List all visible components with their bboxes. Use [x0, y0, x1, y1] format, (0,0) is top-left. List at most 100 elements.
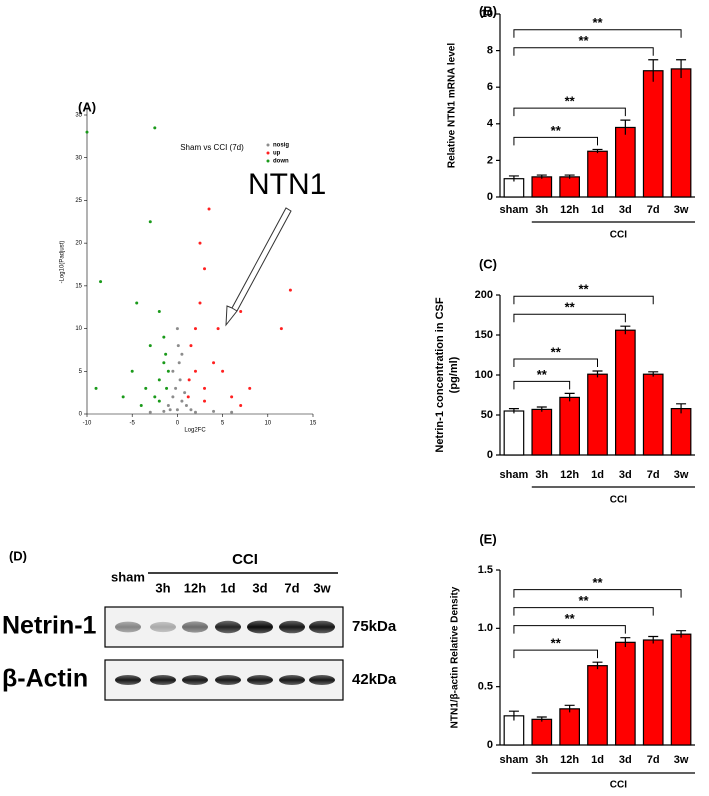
y-axis-label: (pg/ml) [448, 356, 460, 393]
point [216, 327, 220, 331]
point [175, 327, 179, 331]
x-axis-label: Log2FC [184, 428, 206, 434]
error-bar [592, 661, 603, 670]
point [230, 395, 234, 399]
y-tick-label: 10 [75, 326, 82, 332]
point [212, 409, 216, 413]
bar [531, 718, 553, 746]
point [165, 386, 169, 390]
y-tick-label: 150 [475, 329, 493, 341]
blot-band [309, 675, 335, 685]
y-axis-label: -Log10(Padjust) [60, 241, 66, 284]
legend-label: nosig [273, 143, 289, 149]
point [203, 399, 207, 403]
significance-bracket [513, 295, 654, 305]
significance-bracket [513, 589, 682, 598]
x-tick-label: 3d [619, 204, 632, 216]
x-tick-label: -10 [83, 421, 92, 427]
point [198, 301, 202, 305]
y-tick-label: 50 [481, 409, 493, 421]
point [288, 288, 292, 292]
point [171, 395, 175, 399]
point [221, 369, 225, 373]
lane-label: 3d [252, 580, 267, 595]
y-tick-label: 100 [475, 369, 493, 381]
group-label: CCI [610, 780, 627, 791]
error-bar [592, 370, 603, 378]
point [189, 408, 193, 412]
blot-band [247, 675, 273, 685]
y-tick-label: 25 [75, 198, 82, 204]
chart-title: Sham vs CCI (7d) [180, 143, 244, 152]
significance-bracket [513, 358, 598, 367]
y-tick-label: 2 [487, 154, 493, 166]
point [164, 352, 168, 356]
point [177, 361, 181, 365]
x-tick-label: 3w [674, 754, 689, 766]
bar [670, 633, 692, 746]
panel-label: (C) [479, 256, 497, 271]
point [153, 395, 157, 399]
error-bar [564, 174, 575, 179]
significance-label: ** [579, 282, 590, 297]
point [207, 207, 211, 211]
blot-band [182, 675, 208, 685]
blot-band [150, 621, 176, 633]
x-tick-label: 7d [647, 754, 660, 766]
x-tick-label: 10 [264, 421, 271, 427]
point [187, 378, 191, 382]
error-bar [676, 630, 687, 638]
blot-band [215, 620, 241, 634]
annotation: NTN1 [248, 168, 326, 201]
significance-label: ** [592, 575, 603, 590]
point [162, 409, 166, 413]
point [148, 344, 152, 348]
blot-band [247, 620, 273, 634]
y-tick-label: 1.5 [478, 564, 493, 576]
point [212, 361, 216, 365]
significance-label: ** [592, 15, 603, 30]
point [180, 352, 184, 356]
row-label: Netrin-1 [2, 612, 97, 640]
lane-label: 3h [155, 580, 170, 595]
bar [587, 150, 608, 198]
x-tick-label: 3h [535, 204, 548, 216]
size-label: 75kDa [352, 618, 397, 635]
bar [559, 396, 580, 456]
bar [615, 329, 636, 456]
error-bar [620, 637, 631, 647]
y-axis-label: NTN1/β-actin Relative Density [450, 586, 461, 728]
blot-band [309, 620, 335, 634]
bar [615, 641, 636, 746]
error-bar [620, 325, 631, 335]
x-tick-label: sham [500, 204, 529, 216]
y-tick-label: 8 [487, 45, 493, 57]
point [153, 126, 157, 130]
error-bar [648, 635, 659, 644]
significance-bracket [513, 649, 598, 659]
significance-label: ** [551, 344, 562, 359]
x-tick-label: 1d [591, 469, 604, 481]
y-tick-label: 5 [79, 369, 83, 375]
point [166, 369, 170, 373]
x-tick-label: sham [500, 469, 529, 481]
y-tick-label: 1.0 [478, 622, 493, 634]
point [168, 408, 172, 412]
error-bar [648, 371, 659, 377]
point [162, 335, 166, 339]
row-label: β-Actin [2, 665, 88, 693]
point [180, 399, 184, 403]
point [135, 301, 139, 305]
point [279, 327, 283, 331]
annotation-arrow [225, 207, 292, 327]
significance-bracket [513, 29, 682, 38]
lane-label: 7d [284, 580, 299, 595]
blot-band [150, 675, 176, 685]
point [121, 395, 125, 399]
error-bar [536, 716, 547, 722]
bar [531, 408, 553, 456]
point [239, 403, 243, 407]
significance-bracket [513, 107, 626, 117]
bar [670, 68, 692, 198]
